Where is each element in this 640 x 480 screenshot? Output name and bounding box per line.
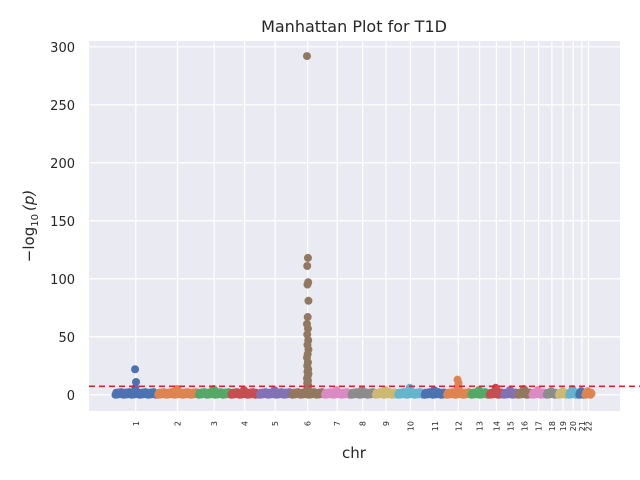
x-tick-label-chr-16: 16 [520,421,529,431]
peak-point-chr-6 [303,253,312,262]
peak-point-chr-6 [303,262,312,271]
x-tick-label-chr-5: 5 [271,421,280,426]
peak-point-chr-15 [506,387,515,396]
x-tick-label-chr-10: 10 [406,421,415,431]
y-axis-label-subscript: 10 [30,214,41,227]
peak-point-chr-10 [406,386,415,395]
x-tick-label-chr-21: 21 [578,421,587,431]
x-tick-label-chr-19: 19 [559,421,568,431]
peak-point-chr-6 [303,280,312,289]
y-tick-label: 0 [67,389,75,404]
x-tick-label-chr-6: 6 [304,421,313,426]
y-tick-label: 300 [50,41,75,56]
peak-point-chr-7 [333,387,342,396]
chart-title: Manhattan Plot for T1D [261,17,447,36]
data-points [111,52,596,399]
peak-point-chr-22 [583,387,592,396]
x-tick-label-chr-17: 17 [535,421,544,431]
x-tick-label-chr-4: 4 [241,421,250,426]
peak-point-chr-6 [302,52,311,61]
y-tick-label: 150 [50,215,75,230]
peak-point-chr-17 [534,387,543,396]
x-tick-label-chr-9: 9 [382,421,391,426]
peak-point-chr-11 [431,387,440,396]
peak-point-chr-19 [558,387,567,396]
x-tick-label-chr-2: 2 [174,421,183,426]
peak-point-chr-9 [382,387,391,396]
peak-point-chr-2 [173,386,182,395]
y-tick-label: 100 [50,273,75,288]
y-tick-label: 200 [50,157,75,172]
x-tick-label-chr-15: 15 [507,421,516,431]
x-tick-label-chr-12: 12 [454,421,463,431]
x-tick-label-chr-20: 20 [569,421,578,431]
y-axis-label: −log10 (p) [20,190,41,262]
x-tick-label-chr-11: 11 [431,421,440,431]
peak-point-chr-13 [475,387,484,396]
peak-point-chr-1 [131,365,140,374]
plot-area [89,41,620,411]
x-tick-label-chr-3: 3 [210,421,219,426]
x-tick-label-chr-14: 14 [492,421,501,431]
peak-point-chr-1 [132,378,141,387]
y-tick-label: 250 [50,99,75,114]
x-tick-label-chr-18: 18 [548,421,557,431]
peak-point-chr-3 [210,386,219,395]
x-tick-label-chr-22: 22 [584,421,593,431]
peak-point-chr-18 [547,387,556,396]
peak-point-chr-14 [492,386,501,395]
peak-point-chr-20 [569,387,578,396]
x-tick-label-chr-13: 13 [476,421,485,431]
y-tick-label: 50 [58,331,75,346]
y-axis-label-tail: (p) [20,190,38,211]
peak-point-chr-4 [240,387,249,396]
peak-point-chr-6 [304,386,313,395]
peak-point-chr-1 [131,383,140,392]
x-tick-label-chr-1: 1 [132,421,141,426]
x-axis-label: chr [342,444,367,462]
peak-point-chr-16 [520,386,529,395]
y-tick-labels: 0 50 100 150 200 250 300 [50,41,75,404]
grid [89,41,620,411]
peak-point-chr-5 [271,387,280,396]
peak-point-chr-6 [303,313,312,322]
peak-point-chr-6 [304,296,313,305]
peak-point-chr-6 [303,324,312,333]
x-tick-label-chr-8: 8 [359,421,368,426]
y-axis-label-main: −log [20,227,38,262]
x-tick-label-chr-7: 7 [333,421,342,426]
peak-point-chr-8 [358,387,367,396]
